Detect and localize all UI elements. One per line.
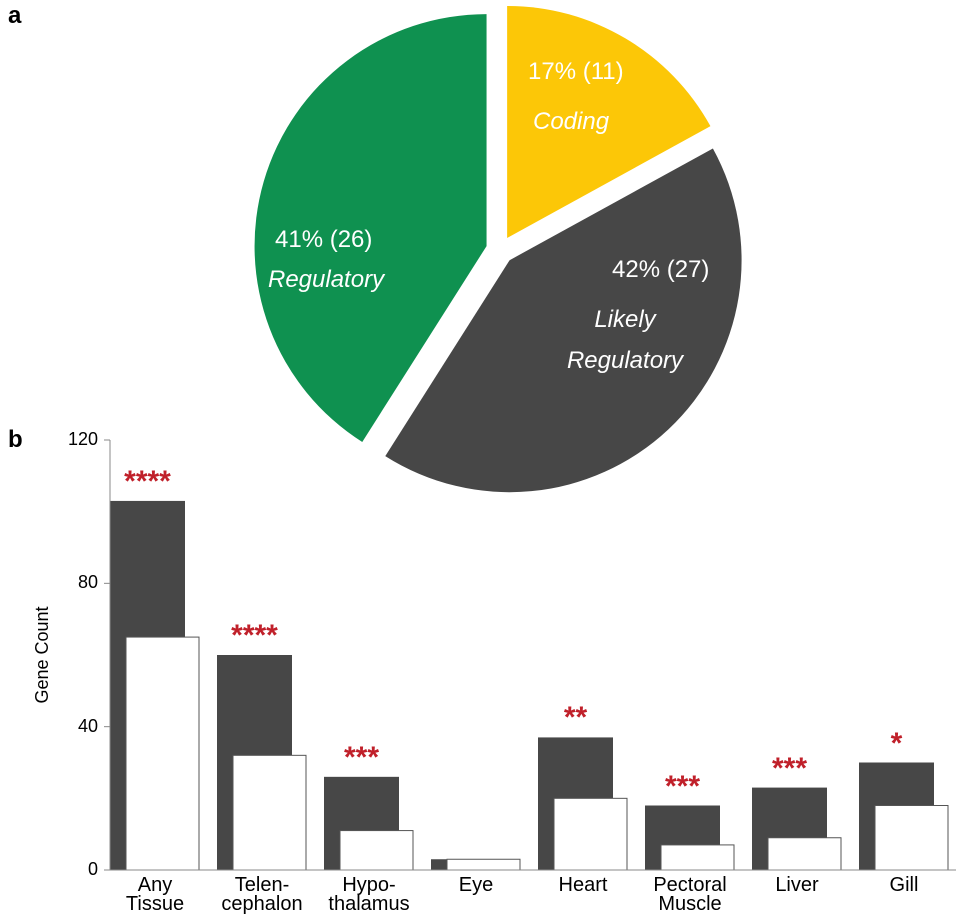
bar xyxy=(446,858,521,871)
x-tick-label: Telen- cephalon xyxy=(221,874,303,915)
y-tick-label: 40 xyxy=(77,715,98,736)
x-tick-label: Pectoral Muscle xyxy=(653,874,727,915)
y-tick-label: 120 xyxy=(67,429,98,449)
bar xyxy=(767,837,842,871)
y-tick-label: 0 xyxy=(87,859,98,879)
bar xyxy=(339,830,414,871)
slice-label: Coding xyxy=(533,108,610,135)
significance: *** xyxy=(664,769,701,803)
significance: **** xyxy=(231,619,278,652)
slice-label: Likely Regulatory xyxy=(566,306,684,374)
bar xyxy=(660,844,735,871)
value-label: 42% (27) xyxy=(612,256,710,283)
bar xyxy=(874,805,949,871)
pie-slice xyxy=(254,14,487,442)
y-tick-label: 80 xyxy=(77,572,98,593)
x-tick-label: Heart xyxy=(558,874,608,896)
panel-label: b xyxy=(8,426,23,453)
x-tick-label: Any Tissue xyxy=(125,874,185,915)
significance: *** xyxy=(771,751,808,785)
y-axis-label: Gene Count xyxy=(32,606,52,704)
value-label: 41% (26) xyxy=(275,226,373,253)
slice-label: Regulatory xyxy=(268,266,385,293)
x-tick-label: Eye xyxy=(458,874,494,896)
pie-slice xyxy=(507,5,711,238)
x-tick-label: Gill xyxy=(889,874,919,896)
bar xyxy=(232,754,307,871)
x-tick-label: Hypo- thalamus xyxy=(328,874,410,915)
value-label: 17% (11) xyxy=(528,58,624,85)
significance: * xyxy=(890,726,903,760)
panel-label: a xyxy=(8,2,22,29)
pie-slice xyxy=(385,148,742,493)
significance: *** xyxy=(343,740,380,774)
significance: **** xyxy=(124,464,171,498)
bar xyxy=(553,797,628,871)
x-tick-label: Liver xyxy=(775,874,819,896)
bar xyxy=(125,636,200,871)
significance: ** xyxy=(563,701,588,735)
